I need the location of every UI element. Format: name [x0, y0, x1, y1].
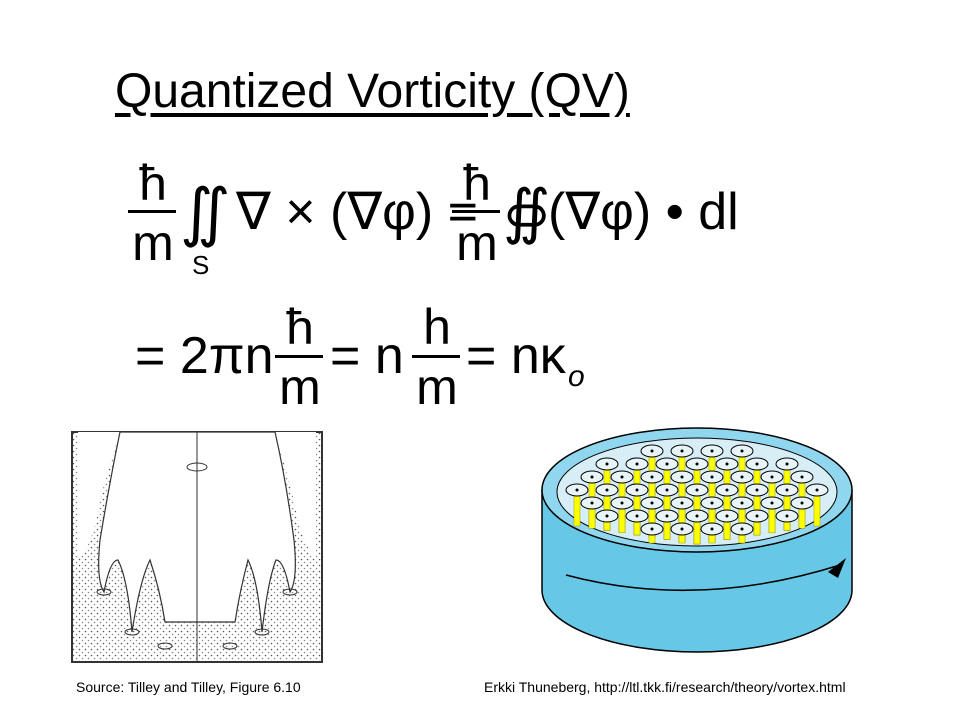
vortex-line — [725, 488, 729, 492]
vortex-line — [798, 506, 806, 529]
vortex-line — [650, 527, 654, 531]
vortex-line — [710, 527, 714, 531]
vortex-line — [755, 514, 759, 518]
vortex-line — [800, 475, 804, 479]
vortex-line — [573, 493, 581, 527]
vortex-line — [635, 488, 639, 492]
vortex-line — [755, 462, 759, 466]
vortex-line — [710, 501, 714, 505]
math-symbol: m — [132, 215, 174, 271]
vortex-line — [575, 488, 579, 492]
math-symbol: ∯ — [503, 178, 551, 245]
vortex-line — [695, 514, 699, 518]
vortex-line — [725, 462, 729, 466]
vortex-line — [650, 475, 654, 479]
vortex-line — [650, 449, 654, 453]
vortex-line — [618, 506, 626, 533]
vortex-line — [680, 501, 684, 505]
vortex-line — [635, 514, 639, 518]
math-symbol: ħ — [139, 155, 167, 211]
vortex-line — [740, 449, 744, 453]
vortex-line — [680, 527, 684, 531]
math-symbol: h — [423, 299, 451, 355]
vortex-line — [723, 519, 731, 540]
vortex-line — [740, 527, 744, 531]
vortex-line — [665, 488, 669, 492]
vortex-line — [800, 501, 804, 505]
vortex-line — [695, 462, 699, 466]
vortex-line — [620, 475, 624, 479]
fraction-bar — [128, 210, 176, 213]
math-symbol: m — [279, 359, 321, 415]
vortex-line — [605, 462, 609, 466]
vortex-line — [710, 449, 714, 453]
slide-title: Quantized Vorticity (QV) — [115, 65, 630, 118]
vortex-line — [590, 475, 594, 479]
vortex-line — [605, 514, 609, 518]
vortex-line — [785, 462, 789, 466]
math-subscript: o — [568, 360, 585, 393]
math-expression: = n — [330, 327, 404, 385]
vortex-line — [605, 488, 609, 492]
vortex-line — [740, 501, 744, 505]
vortex-line — [665, 462, 669, 466]
vortex-line — [635, 462, 639, 466]
vortex-line — [710, 475, 714, 479]
vortex-line — [620, 501, 624, 505]
vortex-line — [680, 475, 684, 479]
vortex-line — [770, 501, 774, 505]
vortex-line — [650, 501, 654, 505]
fraction-bar — [452, 210, 500, 213]
math-symbol: S — [192, 250, 210, 280]
source-caption: Erkki Thuneberg, http://ltl.tkk.fi/resea… — [484, 679, 846, 695]
math-symbol: m — [456, 215, 498, 271]
vortex-line — [768, 506, 776, 533]
math-expression: (∇φ) • dl — [548, 183, 739, 241]
vortex-line — [815, 488, 819, 492]
vortex-line — [663, 519, 671, 540]
vortex-line — [680, 449, 684, 453]
math-expression: ∇ × (∇φ) = — [236, 183, 478, 241]
vortex-line — [740, 475, 744, 479]
vortex-line — [785, 488, 789, 492]
math-symbol: ħ — [463, 155, 491, 211]
vortex-line — [590, 501, 594, 505]
fraction-bar — [412, 355, 460, 358]
vortex-lattice-figure — [541, 427, 853, 653]
vortex-line — [725, 514, 729, 518]
fraction-bar — [275, 355, 323, 358]
vortex-line — [755, 488, 759, 492]
math-symbol: ∬ — [180, 176, 231, 248]
vortex-line — [665, 514, 669, 518]
math-symbol: ħ — [286, 299, 314, 355]
vortex-line — [785, 514, 789, 518]
vortex-line — [813, 493, 821, 527]
vortex-line — [770, 475, 774, 479]
math-expression: = 2πn — [135, 327, 274, 385]
vortex-line — [693, 519, 701, 545]
source-caption: Source: Tilley and Tilley, Figure 6.10 — [76, 679, 301, 695]
math-symbol: m — [416, 359, 458, 415]
rotating-bucket-figure — [71, 431, 323, 663]
math-expression: = nκ — [466, 327, 566, 385]
vortex-line — [588, 506, 596, 529]
vortex-line — [695, 488, 699, 492]
